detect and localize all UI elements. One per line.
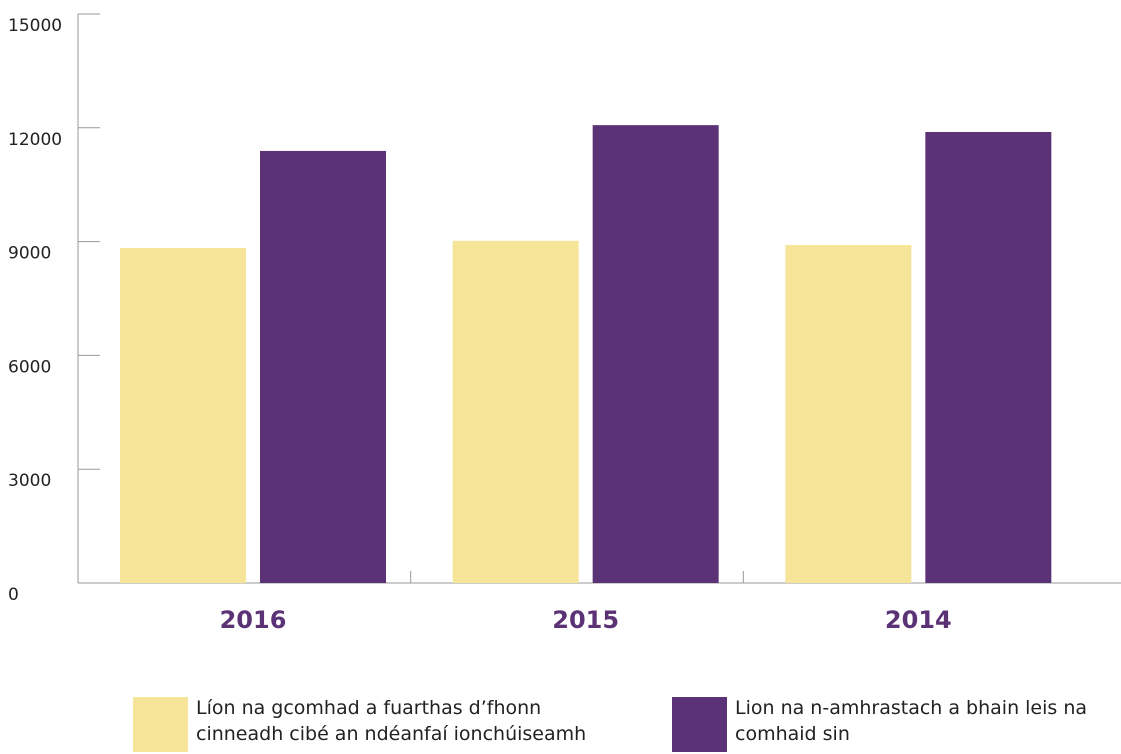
y-tick-label: 3000: [8, 471, 51, 491]
legend-swatch: [133, 697, 188, 752]
bar: [925, 131, 1052, 584]
chart: 0 3000 6000 9000 12000 15000 2016 2015 2014: [8, 13, 1121, 634]
y-tick-label: 12000: [8, 130, 62, 150]
bar: [120, 248, 246, 584]
x-tick-label: 2014: [885, 606, 952, 634]
bar: [785, 245, 912, 583]
legend-label: Líon na gcomhad a fuarthas d’fhonn cinne…: [196, 697, 587, 745]
bar: [452, 240, 579, 583]
x-tick-label: 2016: [220, 606, 287, 634]
y-tick-label: 15000: [8, 16, 62, 36]
y-tick-label: 0: [8, 585, 19, 605]
legend-item: Lion na n-amhrastach a bhain leis na com…: [672, 697, 1115, 752]
x-tick-label: 2015: [552, 606, 619, 634]
bar: [592, 125, 719, 584]
bar: [260, 150, 386, 583]
legend-label: Lion na n-amhrastach a bhain leis na com…: [735, 697, 1088, 745]
legend-swatch: [672, 697, 727, 752]
y-tick-label: 9000: [8, 244, 51, 264]
legend-item: Líon na gcomhad a fuarthas d’fhonn cinne…: [133, 697, 606, 752]
y-tick-label: 6000: [8, 357, 51, 377]
